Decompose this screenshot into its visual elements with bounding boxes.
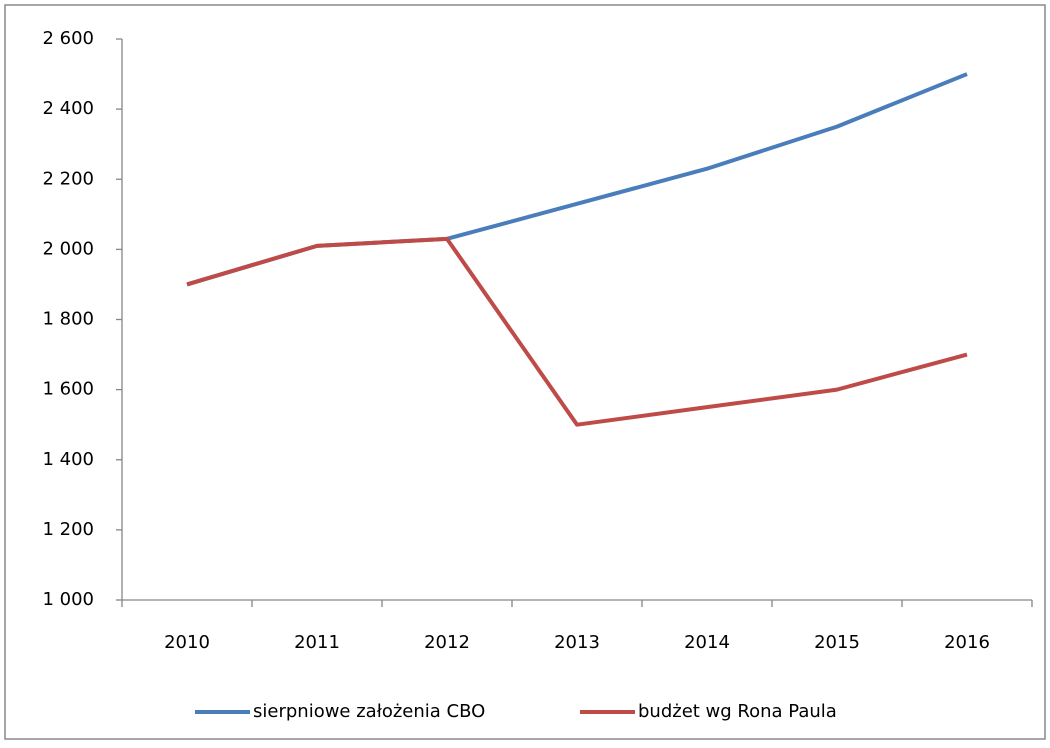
legend-label: budżet wg Rona Paula: [638, 701, 837, 722]
x-tick-label: 2015: [814, 632, 860, 653]
series-line: [186, 72, 968, 287]
y-tick-label: 2 400: [42, 98, 94, 119]
y-tick-label: 2 200: [42, 168, 94, 189]
x-tick-label: 2011: [294, 632, 340, 653]
x-tick-label: 2012: [424, 632, 470, 653]
x-tick-label: 2016: [944, 632, 990, 653]
y-tick-label: 1 400: [42, 449, 94, 470]
y-tick-label: 1 800: [42, 309, 94, 330]
y-tick-label: 1 600: [42, 379, 94, 400]
chart-frame: [4, 4, 1046, 740]
y-tick-label: 2 000: [42, 238, 94, 259]
y-tick-label: 2 600: [42, 28, 94, 49]
series-line: [186, 236, 968, 427]
y-tick-label: 1 000: [42, 589, 94, 610]
y-tick-label: 1 200: [42, 519, 94, 540]
legend-label: sierpniowe założenia CBO: [253, 701, 485, 722]
x-tick-label: 2013: [554, 632, 600, 653]
x-tick-label: 2010: [164, 632, 210, 653]
x-tick-label: 2014: [684, 632, 730, 653]
